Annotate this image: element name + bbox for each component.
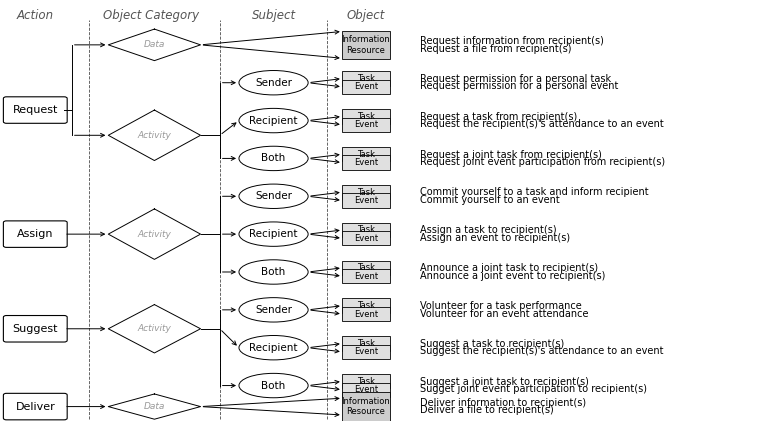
Text: Sender: Sender (255, 191, 292, 201)
FancyBboxPatch shape (342, 71, 390, 86)
Text: Commit yourself to a task and inform recipient: Commit yourself to a task and inform rec… (420, 187, 648, 197)
FancyBboxPatch shape (342, 231, 390, 246)
FancyBboxPatch shape (342, 223, 390, 237)
FancyBboxPatch shape (3, 393, 67, 420)
Text: Assign an event to recipient(s): Assign an event to recipient(s) (420, 233, 570, 243)
FancyBboxPatch shape (342, 80, 390, 94)
Text: Request a joint task from recipient(s): Request a joint task from recipient(s) (420, 150, 601, 160)
Text: Information
Resource: Information Resource (341, 397, 390, 416)
FancyBboxPatch shape (3, 221, 67, 247)
Text: Deliver information to recipient(s): Deliver information to recipient(s) (420, 398, 586, 408)
Text: Task: Task (357, 225, 375, 235)
Text: Suggest the recipient(s)'s attendance to an event: Suggest the recipient(s)'s attendance to… (420, 346, 663, 357)
Text: Activity: Activity (138, 131, 172, 140)
Text: Request a file from recipient(s): Request a file from recipient(s) (420, 43, 571, 54)
Text: Both: Both (262, 381, 286, 390)
Text: Activity: Activity (138, 230, 172, 238)
FancyBboxPatch shape (3, 316, 67, 342)
Text: Event: Event (353, 158, 378, 167)
FancyBboxPatch shape (342, 109, 390, 124)
Text: Suggest a task to recipient(s): Suggest a task to recipient(s) (420, 339, 564, 349)
Text: Suggest a joint task to recipient(s): Suggest a joint task to recipient(s) (420, 377, 588, 387)
Text: Task: Task (357, 74, 375, 83)
FancyBboxPatch shape (342, 155, 390, 170)
Text: Task: Task (357, 263, 375, 272)
Text: Task: Task (357, 150, 375, 159)
FancyBboxPatch shape (342, 147, 390, 161)
Text: Task: Task (357, 187, 375, 197)
Text: Event: Event (353, 272, 378, 281)
Text: Both: Both (262, 267, 286, 277)
Text: Request the recipient(s)'s attendance to an event: Request the recipient(s)'s attendance to… (420, 119, 663, 130)
Text: Request a task from recipient(s): Request a task from recipient(s) (420, 112, 577, 122)
Text: Request permission for a personal task: Request permission for a personal task (420, 74, 611, 84)
Text: Recipient: Recipient (249, 116, 298, 126)
Text: Recipient: Recipient (249, 229, 298, 239)
Text: Event: Event (353, 82, 378, 92)
Text: Assign: Assign (17, 229, 54, 239)
Text: Assign a task to recipient(s): Assign a task to recipient(s) (420, 225, 556, 235)
Text: Task: Task (357, 112, 375, 121)
Text: Object Category: Object Category (102, 9, 199, 22)
Text: Event: Event (353, 347, 378, 357)
Text: Object: Object (346, 9, 385, 22)
Text: Suggest: Suggest (12, 324, 58, 334)
Text: Recipient: Recipient (249, 343, 298, 353)
Text: Announce a joint task to recipient(s): Announce a joint task to recipient(s) (420, 263, 598, 273)
Text: Sugget joint event participation to recipient(s): Sugget joint event participation to reci… (420, 384, 647, 394)
FancyBboxPatch shape (342, 383, 390, 397)
Text: Sender: Sender (255, 78, 292, 88)
FancyBboxPatch shape (342, 336, 390, 351)
FancyBboxPatch shape (342, 298, 390, 313)
Text: Activity: Activity (138, 324, 172, 333)
Text: Both: Both (262, 154, 286, 163)
Text: Task: Task (357, 377, 375, 386)
FancyBboxPatch shape (342, 31, 390, 59)
FancyBboxPatch shape (342, 185, 390, 199)
Text: Announce a joint event to recipient(s): Announce a joint event to recipient(s) (420, 271, 605, 281)
Text: Volunteer for an event attendance: Volunteer for an event attendance (420, 308, 588, 319)
Text: Event: Event (353, 120, 378, 129)
Text: Sender: Sender (255, 305, 292, 315)
Text: Request permission for a personal event: Request permission for a personal event (420, 81, 618, 92)
Text: Volunteer for a task performance: Volunteer for a task performance (420, 301, 581, 311)
Text: Task: Task (357, 301, 375, 310)
FancyBboxPatch shape (342, 193, 390, 208)
Text: Deliver a file to recipient(s): Deliver a file to recipient(s) (420, 406, 554, 415)
Text: Data: Data (144, 41, 165, 49)
Text: Subject: Subject (252, 9, 296, 22)
Text: Request information from recipient(s): Request information from recipient(s) (420, 36, 604, 46)
Text: Event: Event (353, 196, 378, 205)
Text: Information
Resource: Information Resource (341, 35, 390, 54)
FancyBboxPatch shape (342, 307, 390, 321)
FancyBboxPatch shape (342, 118, 390, 132)
Text: Event: Event (353, 385, 378, 394)
FancyBboxPatch shape (342, 392, 390, 421)
Text: Deliver: Deliver (15, 402, 55, 411)
Text: Data: Data (144, 402, 165, 411)
FancyBboxPatch shape (342, 261, 390, 275)
FancyBboxPatch shape (342, 269, 390, 283)
Text: Request: Request (12, 105, 58, 115)
Text: Action: Action (17, 9, 54, 22)
Text: Request joint event participation from recipient(s): Request joint event participation from r… (420, 157, 665, 167)
Text: Task: Task (357, 339, 375, 348)
Text: Event: Event (353, 234, 378, 243)
FancyBboxPatch shape (3, 97, 67, 123)
FancyBboxPatch shape (342, 374, 390, 389)
Text: Event: Event (353, 310, 378, 319)
Text: Commit yourself to an event: Commit yourself to an event (420, 195, 559, 205)
FancyBboxPatch shape (342, 345, 390, 359)
